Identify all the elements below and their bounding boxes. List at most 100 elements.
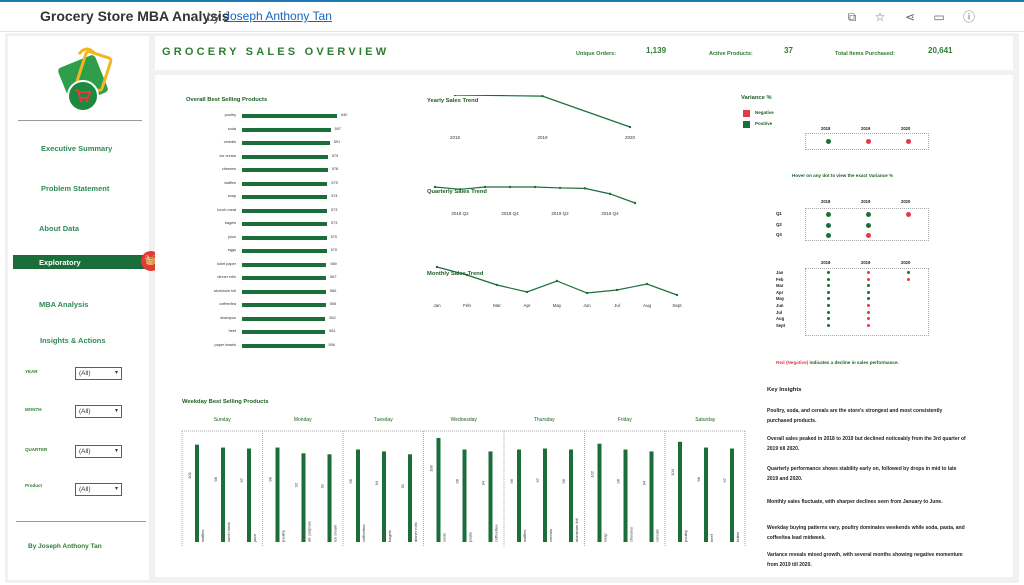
share-icon[interactable]: ⋖ [904, 10, 916, 24]
product-label: paper towels [214, 342, 236, 347]
filter-quarter-value: (All) [79, 448, 91, 455]
weekday-product: beef [709, 533, 714, 542]
weekday-bar [356, 449, 360, 542]
variance-dot [827, 271, 830, 274]
monthly-tick: Feb [463, 303, 471, 308]
copy-icon[interactable]: ⧉ [847, 10, 857, 24]
day-label: Saturday [695, 417, 716, 423]
insights-title: Key Insights [767, 387, 802, 393]
yearly-line [454, 95, 631, 128]
monthly-tick: Sept [672, 303, 682, 308]
year-header: 2020 [901, 199, 911, 204]
product-value: 573 [331, 207, 338, 212]
yearly-tick: 2018 [450, 135, 461, 140]
weekday-bar [221, 447, 225, 542]
day-label: Friday [618, 417, 632, 423]
product-value: 640 [341, 113, 348, 117]
weekday-product: all- purpose [307, 520, 312, 542]
weekday-product: soap [603, 533, 608, 542]
variance-dot [867, 317, 870, 321]
filter-quarter-select[interactable]: (All) ▾ [75, 445, 122, 458]
month-label: May [776, 296, 785, 302]
monthly-point [675, 293, 679, 297]
quarter-label: Q1 [776, 211, 782, 216]
day-label: Monday [294, 417, 312, 423]
weekday-bar [301, 453, 306, 542]
monthly-tick: Apr [523, 303, 531, 308]
product-bar [242, 168, 328, 172]
weekday-value: 91 [400, 483, 405, 488]
nav-exploratory[interactable]: Exploratory [13, 255, 149, 269]
year-header: 2018 [821, 260, 831, 265]
product-value: 556 [328, 342, 335, 347]
product-value: 574 [331, 194, 338, 198]
filter-quarter-label: QUARTER [25, 447, 48, 452]
info-icon[interactable]: ⓘ [962, 10, 975, 24]
note-text: indicates a decline in sales performance… [808, 360, 899, 365]
by-label: by [207, 10, 220, 24]
variance-dot [867, 304, 870, 307]
product-label: soda [227, 126, 236, 131]
month-label: Jul [776, 309, 783, 315]
product-value: 561 [329, 329, 336, 333]
filter-month-select[interactable]: (All) ▾ [75, 405, 122, 418]
month-label: Jan [776, 270, 784, 275]
best-sellers-title: Overall Best Selling Products [186, 97, 268, 103]
product-label: lunch meat [217, 207, 236, 212]
kpi-items-label: Total Items Purchased: [835, 51, 896, 57]
quarterly-point [633, 201, 637, 205]
yearly-point [628, 125, 632, 129]
legend-label: Negative [755, 110, 774, 115]
variance-title: Variance % [741, 95, 772, 101]
sidebar: Executive Summary Problem Statement Abou… [8, 36, 161, 580]
filter-year-select[interactable]: (All) ▾ [75, 367, 122, 380]
yearly-title: Yearly Sales Trend [427, 98, 479, 104]
variance-dot [827, 284, 830, 288]
chevron-down-icon: ▾ [114, 486, 118, 492]
nav-problem-statement[interactable]: Problem Statement [41, 184, 110, 193]
product-bar [242, 181, 328, 186]
weekday-product: lunch meat [226, 522, 231, 542]
note-red: Red (Negative) [776, 360, 809, 365]
variance-dot [827, 304, 830, 307]
month-label: Apr [776, 289, 784, 295]
author-link[interactable]: Joseph Anthony Tan [224, 9, 332, 23]
variance-dot [827, 277, 830, 281]
product-label: beef [228, 329, 236, 333]
nav-executive-summary[interactable]: Executive Summary [41, 144, 113, 153]
kpi-items-value: 20,641 [928, 46, 953, 55]
chevron-down-icon: ▾ [114, 448, 118, 454]
product-bar [242, 289, 327, 294]
variance-dot [867, 284, 870, 288]
variance-dot [906, 212, 911, 217]
weekday-bar [623, 449, 628, 542]
quarterly-point [583, 187, 587, 190]
nav-insights-actions[interactable]: Insights & Actions [40, 336, 106, 345]
weekday-product: juice [252, 533, 257, 543]
weekday-value: 96 [616, 478, 621, 483]
comment-icon[interactable]: ▭ [933, 10, 945, 24]
product-value: 565 [329, 302, 337, 306]
product-label: poultry [224, 113, 236, 117]
filter-product-select[interactable]: (All) ▾ [75, 483, 122, 496]
filter-year-value: (All) [79, 370, 91, 377]
weekday-product: ice cream [333, 524, 338, 542]
weekday-product: pasta [468, 531, 473, 542]
variance-dot [867, 277, 870, 281]
page-title: GROCERY SALES OVERVIEW [162, 46, 390, 58]
legend-swatch [743, 121, 750, 128]
day-label: Sunday [214, 417, 231, 423]
nav-about-data[interactable]: About Data [39, 224, 79, 233]
insight-item: Variance reveals mixed growth, with seve… [767, 552, 963, 568]
star-icon[interactable]: ☆ [874, 10, 886, 24]
weekday-value: 101 [187, 471, 192, 478]
grocery-logo-icon [58, 47, 113, 112]
quarterly-point [458, 188, 462, 191]
product-label: ice cream [219, 153, 236, 158]
nav-mba-analysis[interactable]: MBA Analysis [39, 300, 89, 309]
weekday-value: 96 [455, 478, 460, 483]
product-label: waffles [224, 180, 236, 185]
variance-dot [827, 317, 830, 321]
weekday-product: coffee/tea [494, 524, 499, 542]
weekday-bar [730, 448, 734, 542]
